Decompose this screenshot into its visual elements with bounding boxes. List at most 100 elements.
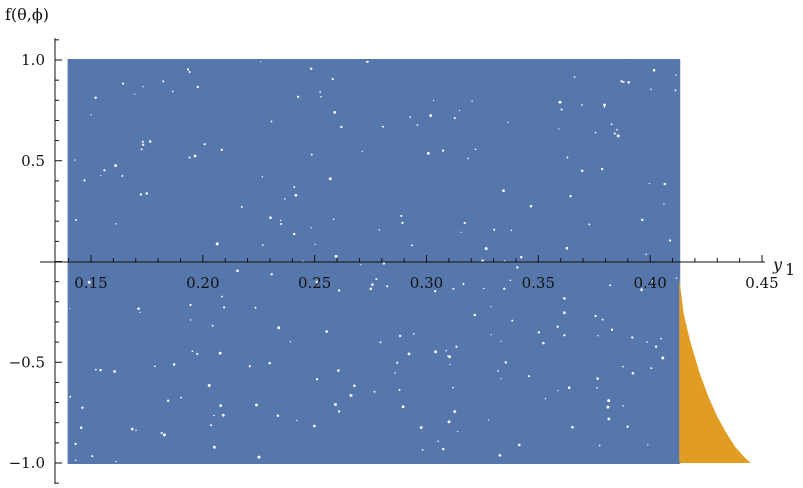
scatter-gap: [455, 345, 458, 348]
scatter-gap: [588, 223, 591, 226]
scatter-gap: [296, 419, 298, 422]
scatter-gap: [437, 440, 439, 442]
scatter-gap: [139, 311, 141, 314]
scatter-gap: [142, 143, 145, 146]
scatter-gap: [162, 433, 166, 437]
scatter-gap: [261, 244, 264, 246]
scatter-gap: [203, 143, 206, 146]
scatter-gap: [601, 318, 604, 321]
scatter-gap: [276, 414, 280, 417]
scatter-gap: [647, 444, 649, 446]
scatter-gap: [99, 368, 102, 372]
y-tick-label: 0.5: [21, 152, 45, 170]
scatter-gap: [398, 334, 402, 338]
scatter-gap: [607, 399, 611, 403]
scatter-gap: [371, 283, 374, 286]
scatter-gap: [207, 384, 211, 387]
scatter-gap: [460, 231, 462, 233]
scatter-gap: [529, 204, 533, 208]
scatter-gap: [334, 254, 338, 258]
scatter-gap: [542, 341, 545, 345]
scatter-gap: [510, 229, 513, 232]
scatter-gap: [172, 363, 176, 366]
scatter-gap: [130, 427, 134, 431]
scatter-gap: [289, 341, 292, 343]
scatter-gap: [537, 331, 541, 334]
scatter-gap: [333, 111, 337, 114]
scatter-gap: [337, 410, 341, 413]
series-region-orange: [679, 277, 751, 463]
scatter-gap: [270, 273, 273, 276]
scatter-gap: [325, 330, 329, 333]
scatter-gap: [378, 229, 381, 231]
scatter-gap: [87, 280, 91, 284]
scatter-gap: [134, 93, 136, 95]
scatter-gap: [400, 214, 403, 217]
scatter-gap: [188, 70, 191, 74]
scatter-gap: [375, 278, 378, 281]
series-layer: [67, 59, 751, 464]
scatter-gap: [332, 218, 335, 220]
scatter-gap: [421, 448, 424, 451]
scatter-gap: [661, 356, 665, 360]
scatter-gap: [407, 352, 411, 356]
scatter-gap: [314, 243, 316, 246]
scatter-gap: [616, 128, 618, 131]
scatter-gap: [94, 368, 97, 371]
scatter-gap: [248, 365, 251, 368]
scatter-gap: [563, 311, 566, 315]
scatter-gap: [447, 420, 451, 424]
scatter-gap: [349, 394, 353, 397]
x-tick-label: 0.25: [298, 274, 331, 292]
scatter-gap: [567, 386, 571, 389]
scatter-gap: [191, 350, 194, 353]
scatter-gap: [257, 455, 261, 459]
scatter-gap: [452, 386, 454, 389]
scatter-gap: [189, 319, 192, 321]
scatter-gap: [315, 378, 319, 381]
scatter-gap: [382, 262, 386, 265]
scatter-gap: [310, 153, 313, 156]
scatter-gap: [516, 266, 519, 269]
scatter-gap: [74, 442, 77, 446]
scatter-gap: [429, 114, 433, 117]
scatter-gap: [331, 77, 334, 81]
scatter-gap: [83, 179, 86, 182]
scatter-gap: [310, 227, 312, 229]
x-tick-label: 0.15: [74, 274, 107, 292]
scatter-gap: [600, 167, 604, 171]
scatter-gap: [471, 100, 473, 102]
scatter-gap: [573, 76, 576, 78]
scatter-gap: [565, 246, 569, 250]
scatter-gap: [663, 182, 667, 186]
x-tick-label: 0.40: [633, 274, 666, 292]
scatter-gap: [563, 297, 566, 300]
scatter-gap: [90, 114, 92, 116]
scatter-gap: [142, 86, 144, 88]
scatter-gap: [622, 405, 624, 407]
scatter-gap: [646, 341, 648, 343]
scatter-gap: [294, 193, 298, 197]
scatter-gap: [236, 269, 239, 273]
scatter-gap: [669, 239, 672, 242]
x-tick-label: 0.20: [186, 274, 219, 292]
scatter-gap: [196, 85, 199, 89]
scatter-gap: [504, 361, 508, 364]
scatter-gap: [121, 174, 124, 177]
scatter-gap: [145, 192, 149, 195]
scatter-gap: [114, 164, 118, 168]
scatter-gap: [293, 232, 296, 236]
scatter-gap: [139, 193, 143, 196]
scatter-gap: [641, 218, 644, 222]
scatter-gap: [223, 306, 226, 309]
scatter-gap: [416, 124, 419, 126]
scatter-gap: [171, 90, 174, 93]
axes-layer: [40, 38, 765, 484]
scatter-gap: [566, 156, 569, 159]
scatter-gap: [503, 287, 506, 290]
scatter-gap: [409, 116, 412, 118]
scatter-gap: [627, 81, 630, 84]
scatter-gap: [293, 186, 296, 189]
scatter-gap: [213, 414, 215, 417]
